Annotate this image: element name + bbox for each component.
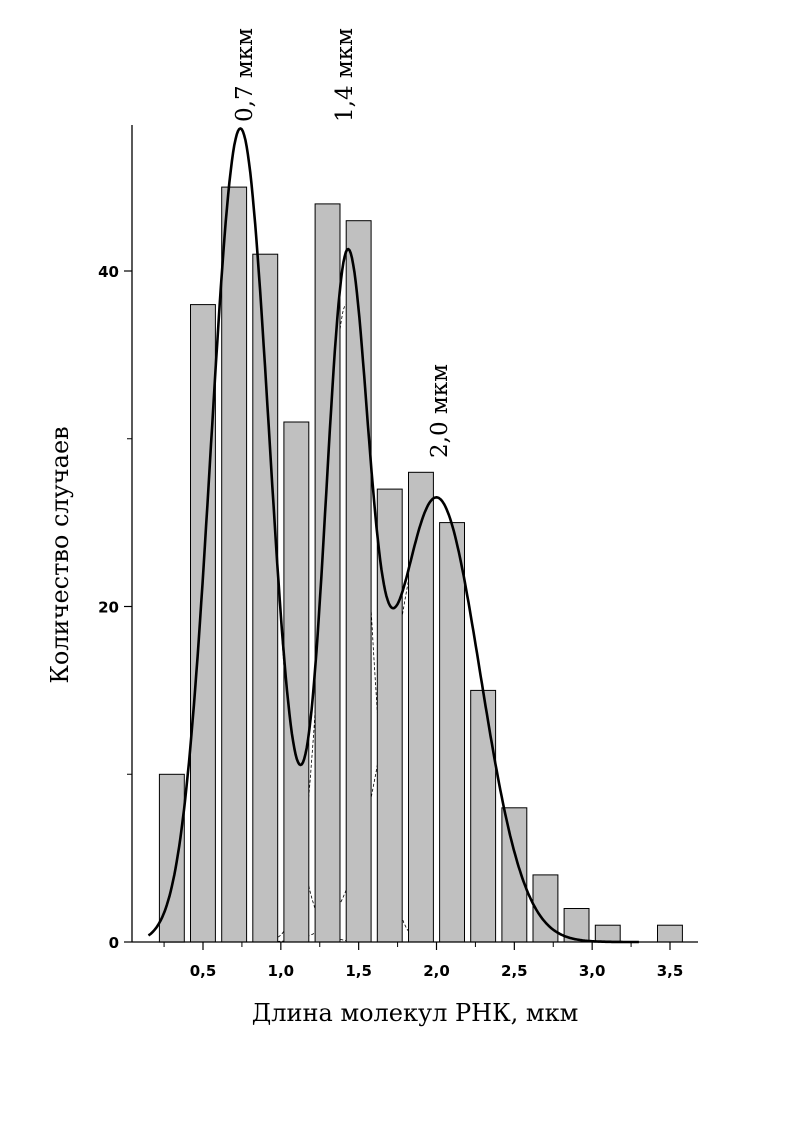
x-tick-label: 2,0 <box>423 962 450 980</box>
histogram-bar <box>408 471 434 943</box>
axes: 0,5 1,0 1,5 2,0 2,5 3,0 3,5 0 20 40 <box>98 125 698 980</box>
x-tick-label: 2,5 <box>501 962 528 980</box>
histogram-bar <box>314 203 341 943</box>
fit-curve-layer <box>147 127 639 944</box>
gaussian-component-curve <box>262 497 611 943</box>
x-tick-label: 3,0 <box>579 962 606 980</box>
histogram-bar <box>470 689 497 943</box>
histogram-bar <box>345 220 372 943</box>
histogram-bar <box>657 924 683 943</box>
histogram-bar <box>594 924 621 943</box>
x-tick-label: 1,0 <box>268 962 295 980</box>
x-tick-label: 0,5 <box>190 962 217 980</box>
histogram-bar <box>439 522 466 943</box>
x-axis-title: Длина молекул РНК, мкм <box>252 999 579 1027</box>
histogram-bars <box>158 186 683 943</box>
chart-labels: Длина молекул РНК, мкм Количество случае… <box>46 28 578 1027</box>
fit-curve <box>147 127 639 944</box>
histogram-bar <box>501 807 528 943</box>
x-tick-label: 3,5 <box>657 962 684 980</box>
histogram-bar <box>221 186 248 943</box>
y-tick-label: 40 <box>98 263 119 281</box>
peak-label: 1,4 мкм <box>332 28 358 122</box>
peak-label: 0,7 мкм <box>232 28 258 122</box>
peak-label: 2,0 мкм <box>427 364 453 458</box>
histogram-bar <box>283 421 310 943</box>
histogram-bar <box>190 304 216 943</box>
x-tick-label: 1,5 <box>345 962 372 980</box>
histogram-bar <box>376 488 403 943</box>
y-tick-label: 0 <box>109 934 119 952</box>
y-axis-title: Количество случаев <box>46 426 74 683</box>
y-tick-label: 20 <box>98 599 119 617</box>
